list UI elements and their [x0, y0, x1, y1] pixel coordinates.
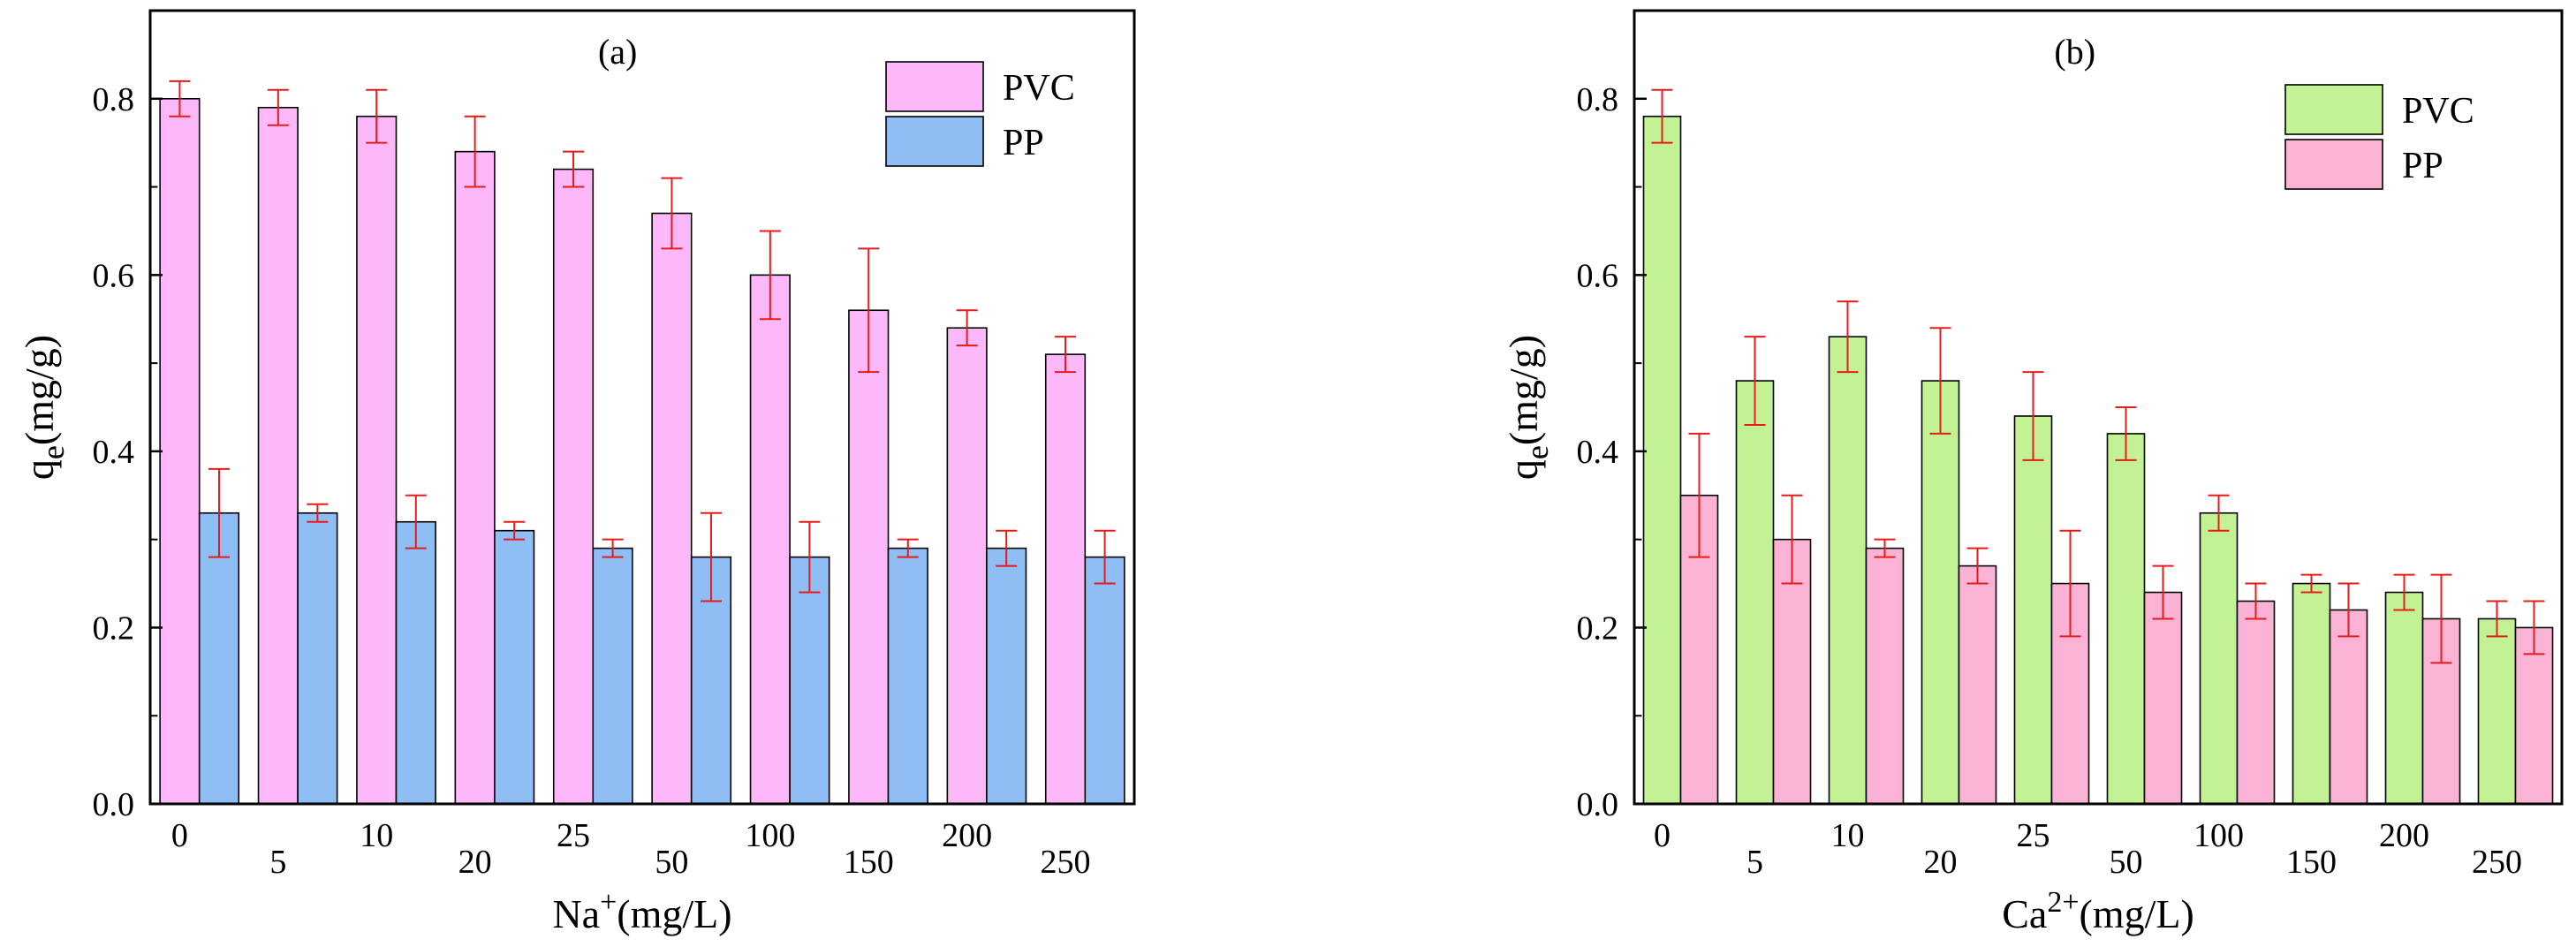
bar-pp-0 — [198, 511, 240, 805]
bar-pvc-0 — [1642, 115, 1682, 805]
chart-panel-b: 0.0 0.2 0.4 0.6 0.8 0 5 10 20 25 50 100 150 200 250 (b)… — [1501, 9, 2564, 936]
x-tick-label-250: 250 — [2472, 844, 2522, 881]
x-axis-label-tail: (mg/L) — [617, 891, 731, 936]
x-axis-label-sup: + — [600, 886, 617, 919]
legend-swatch-pp — [2284, 139, 2383, 190]
chart-panel-a: 0.0 0.2 0.4 0.6 0.8 0 5 10 20 25 50 100 150 200 250 (a)… — [17, 9, 1136, 936]
bar-pvc-50 — [2106, 433, 2146, 805]
bar-pp-150 — [887, 547, 928, 805]
bar-pvc-150 — [2292, 582, 2331, 805]
bar-pp-100 — [2236, 600, 2276, 805]
plot-frame — [148, 9, 1136, 806]
bar-pvc-5 — [1735, 380, 1775, 805]
x-tick-label-20: 20 — [1924, 844, 1958, 881]
y-tick-label: 0.0 — [1577, 786, 1619, 823]
bar-pp-20 — [1958, 564, 1997, 805]
bar-pp-100 — [789, 556, 830, 805]
bar-pp-0 — [1679, 494, 1719, 805]
y-tick-label: 0.6 — [1577, 257, 1619, 294]
x-tick-label-50: 50 — [655, 844, 688, 881]
y-axis-label-main: q — [17, 459, 62, 480]
x-tick-label-50: 50 — [2110, 844, 2143, 881]
x-tick-label-25: 25 — [557, 817, 590, 854]
y-tick-label: 0.0 — [93, 786, 135, 823]
x-axis-label-sup: 2+ — [2047, 886, 2079, 919]
y-tick-label: 0.8 — [1577, 81, 1619, 118]
x-tick-label-5: 5 — [1746, 844, 1763, 881]
y-axis-label-tail: (mg/g) — [1501, 335, 1546, 445]
x-tick-label-150: 150 — [844, 844, 894, 881]
bar-pvc-150 — [848, 309, 890, 805]
x-tick-label-5: 5 — [269, 844, 286, 881]
bar-pvc-25 — [552, 168, 595, 805]
panel-title: (b) — [2054, 32, 2095, 72]
legend-label-pp: PP — [2402, 146, 2443, 186]
x-tick-label-250: 250 — [1041, 844, 1091, 881]
x-tick-label-150: 150 — [2286, 844, 2337, 881]
x-tick-label-25: 25 — [2017, 817, 2050, 854]
legend-swatch-pvc — [885, 61, 984, 112]
legend-label-pvc: PVC — [2402, 91, 2474, 132]
bar-pp-5 — [297, 511, 338, 805]
bar-pvc-200 — [2384, 591, 2424, 805]
plot-frame — [1633, 9, 2564, 806]
legend-label-pp: PP — [1003, 123, 1044, 163]
bar-pvc-100 — [749, 274, 791, 805]
bar-pvc-100 — [2199, 511, 2239, 805]
y-axis-label-sub: e — [35, 445, 71, 459]
bar-pvc-0 — [159, 97, 201, 805]
x-tick-label-200: 200 — [2379, 817, 2429, 854]
x-tick-label-10: 10 — [360, 817, 393, 854]
x-axis-label-main: Na — [552, 891, 600, 936]
bar-pvc-250 — [2477, 617, 2517, 805]
y-tick-label: 0.6 — [93, 257, 135, 294]
y-tick-label: 0.8 — [93, 81, 135, 118]
y-axis-label-sub: e — [1519, 445, 1555, 459]
x-tick-label-10: 10 — [1831, 817, 1865, 854]
bar-pp-50 — [2143, 591, 2183, 805]
y-axis-label: qe(mg/g) — [17, 335, 71, 480]
legend-swatch-pvc — [2284, 84, 2383, 135]
y-tick-label: 0.2 — [1577, 610, 1619, 647]
bar-pvc-25 — [2013, 415, 2053, 805]
bar-pvc-10 — [1828, 336, 1868, 805]
x-tick-label-200: 200 — [942, 817, 992, 854]
bar-pp-150 — [2329, 609, 2368, 805]
x-axis-label: Na+(mg/L) — [552, 886, 731, 936]
bar-pvc-10 — [356, 115, 398, 805]
legend-swatch-pp — [885, 116, 984, 167]
y-axis-label-main: q — [1501, 459, 1546, 480]
bar-pp-200 — [986, 547, 1027, 805]
y-axis-label: qe(mg/g) — [1501, 335, 1555, 480]
y-tick-label: 0.4 — [93, 434, 135, 471]
bar-pp-10 — [1865, 547, 1905, 805]
bar-pvc-250 — [1044, 353, 1087, 805]
bar-pvc-20 — [454, 150, 496, 805]
x-tick-label-100: 100 — [745, 817, 795, 854]
panel-title: (a) — [598, 32, 637, 72]
x-axis-label: Ca2+(mg/L) — [2002, 886, 2194, 936]
bar-pp-20 — [494, 529, 535, 805]
bar-pp-10 — [395, 520, 436, 805]
x-axis-label-tail: (mg/L) — [2080, 891, 2194, 936]
legend-label-pvc: PVC — [1003, 68, 1075, 109]
bar-pvc-5 — [257, 106, 299, 805]
bar-pp-25 — [592, 547, 633, 805]
bar-pvc-50 — [651, 212, 693, 805]
x-tick-label-100: 100 — [2193, 817, 2244, 854]
y-tick-label: 0.4 — [1577, 434, 1619, 471]
y-tick-label: 0.2 — [93, 610, 135, 647]
x-axis-label-main: Ca — [2002, 891, 2047, 936]
bar-pvc-200 — [946, 327, 988, 805]
bar-pp-250 — [1084, 556, 1125, 805]
x-tick-label-0: 0 — [171, 817, 188, 854]
y-axis-label-tail: (mg/g) — [17, 335, 62, 445]
x-tick-label-20: 20 — [458, 844, 492, 881]
bar-pvc-20 — [1921, 380, 1960, 805]
x-tick-label-0: 0 — [1654, 817, 1671, 854]
